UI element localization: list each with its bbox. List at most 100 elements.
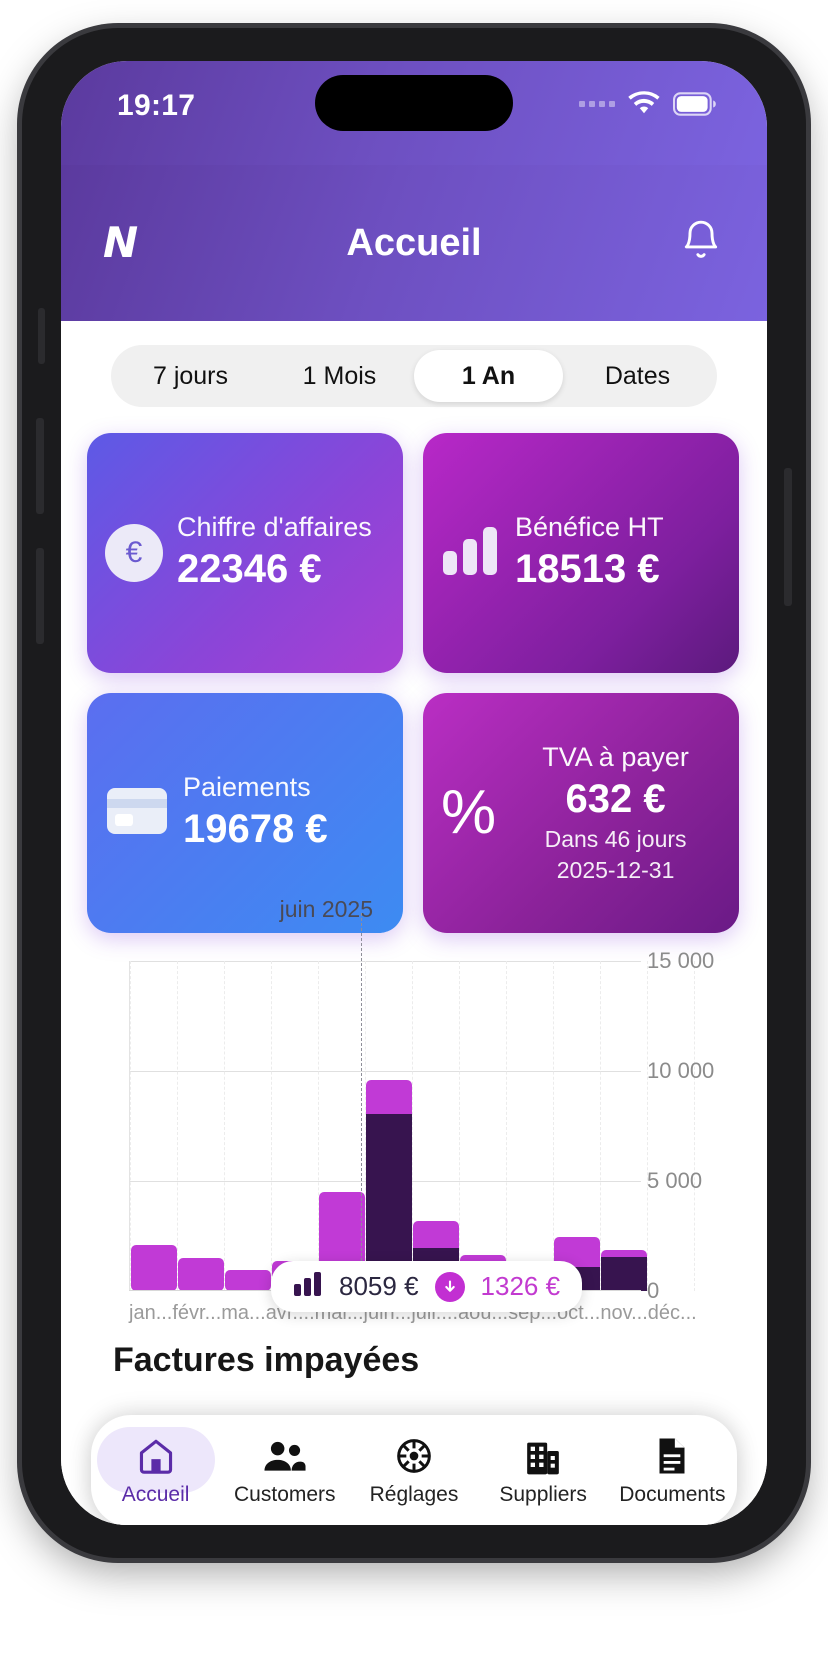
chart-x-tick: jan... xyxy=(129,1302,173,1324)
tooltip-value-secondary: 1326 € xyxy=(480,1271,561,1301)
kpi-label: Chiffre d'affaires xyxy=(177,512,372,543)
chart-bar-column[interactable] xyxy=(601,961,648,1291)
kpi-value: 22346 € xyxy=(177,547,322,592)
people-icon xyxy=(263,1435,307,1477)
chart-bar xyxy=(225,1270,271,1291)
tab-label: Suppliers xyxy=(499,1483,587,1506)
credit-card-icon xyxy=(105,786,169,841)
arrow-down-circle-icon xyxy=(434,1271,465,1302)
chart-bar-segment-revenue xyxy=(131,1244,177,1291)
chart-bar-segment-revenue xyxy=(413,1220,459,1249)
page-title: Accueil xyxy=(346,221,482,264)
chart-bar xyxy=(366,1079,412,1291)
chart-bar xyxy=(601,1250,647,1291)
kpi-label: Bénéfice HT xyxy=(515,512,664,543)
tab-suppliers[interactable]: Suppliers xyxy=(479,1435,607,1507)
wifi-icon xyxy=(627,91,661,117)
power-button[interactable] xyxy=(784,468,792,606)
chart-bar-column[interactable] xyxy=(366,961,413,1291)
kpi-value: 19678 € xyxy=(183,807,328,852)
period-segmented-control[interactable]: 7 jours 1 Mois 1 An Dates xyxy=(111,345,717,407)
kpi-card-benefice-ht[interactable]: Bénéfice HT 18513 € xyxy=(423,433,739,673)
chart-x-tick: déc... xyxy=(647,1302,697,1324)
tab-label: Accueil xyxy=(121,1483,190,1506)
chart-x-tick: févr... xyxy=(172,1302,222,1324)
tab-label: Documents xyxy=(619,1483,726,1506)
kpi-sub-date: 2025-12-31 xyxy=(556,856,675,883)
bar-chart-icon xyxy=(293,1271,323,1302)
volume-down-button[interactable] xyxy=(36,548,44,644)
percent-icon: % xyxy=(441,778,497,847)
kpi-sub-days: Dans 46 jours xyxy=(544,825,687,852)
chart-gridline xyxy=(130,961,641,962)
chart-tooltip-month: juin 2025 xyxy=(279,896,373,922)
chart-bar-column[interactable] xyxy=(413,961,460,1291)
volume-up-button[interactable] xyxy=(36,418,44,514)
chart-bar-column[interactable] xyxy=(507,961,554,1291)
kpi-label: TVA à payer xyxy=(542,741,689,772)
dynamic-island xyxy=(315,75,513,131)
silent-switch[interactable] xyxy=(38,308,45,364)
tab-label: Customers xyxy=(234,1483,336,1506)
tab-accueil[interactable]: Accueil xyxy=(92,1427,220,1507)
kpi-value: 632 € xyxy=(565,776,666,821)
status-bar: 19:17 xyxy=(61,61,767,165)
chart-x-tick: ma... xyxy=(221,1302,266,1324)
bell-icon[interactable] xyxy=(679,218,723,269)
segment-dates[interactable]: Dates xyxy=(604,362,671,390)
euro-circle-icon: € xyxy=(105,524,163,582)
chart-bar-column[interactable] xyxy=(648,961,695,1291)
segment-1-an[interactable]: 1 An xyxy=(414,350,563,402)
chart-y-tick: 15 000 xyxy=(647,948,715,973)
chart-bar-segment-revenue xyxy=(178,1258,224,1291)
tooltip-value-primary: 8059 € xyxy=(339,1271,419,1301)
chart-cursor-line xyxy=(360,913,362,1291)
status-indicators xyxy=(579,91,717,117)
chart-bar-column[interactable] xyxy=(225,961,272,1291)
home-icon xyxy=(136,1435,176,1477)
chart-bar-segment-profit xyxy=(601,1256,647,1291)
chart-y-tick: 5 000 xyxy=(647,1168,703,1193)
chart-bar-column[interactable] xyxy=(178,961,225,1291)
bottom-tab-bar: Accueil Customers Réglages xyxy=(91,1415,737,1525)
tab-reglages[interactable]: Réglages xyxy=(350,1435,478,1507)
section-title-factures: Factures impayées xyxy=(113,1341,420,1379)
kpi-card-chiffre-affaires[interactable]: € Chiffre d'affaires 22346 € xyxy=(87,433,403,673)
chart-bar-segment-revenue xyxy=(366,1079,412,1114)
main-content: 7 jours 1 Mois 1 An Dates € Chiffre d'af… xyxy=(61,345,767,1525)
chart-bar-segment-revenue xyxy=(601,1250,647,1257)
phone-frame: 19:17 N Accueil 7 jour xyxy=(22,28,806,1558)
bar-chart-icon xyxy=(441,525,501,582)
tab-label: Réglages xyxy=(369,1483,459,1506)
chart-bar xyxy=(178,1258,224,1291)
chart-plot-area xyxy=(129,913,695,1291)
chart-bar-segment-revenue xyxy=(225,1270,271,1291)
chart-x-tick: nov... xyxy=(600,1302,648,1324)
chart-y-tick: 0 xyxy=(647,1278,660,1303)
building-icon xyxy=(524,1435,562,1477)
kpi-value: 18513 € xyxy=(515,547,660,592)
chart-bars xyxy=(130,961,695,1291)
segment-1-mois[interactable]: 1 Mois xyxy=(302,362,377,390)
chart-gridline xyxy=(130,1071,641,1072)
document-icon xyxy=(655,1435,689,1477)
chart-bar-column[interactable] xyxy=(554,961,601,1291)
chart-tooltip: 8059 € 1326 € xyxy=(271,1261,583,1312)
kpi-card-grid: € Chiffre d'affaires 22346 € Bénéfice HT… xyxy=(87,433,741,933)
phone-screen: 19:17 N Accueil 7 jour xyxy=(61,61,767,1525)
signal-dots-icon xyxy=(579,101,615,107)
tab-customers[interactable]: Customers xyxy=(221,1435,349,1507)
segment-7-jours[interactable]: 7 jours xyxy=(152,362,229,390)
chart-bar-column[interactable] xyxy=(319,961,366,1291)
battery-icon xyxy=(673,92,717,116)
chart-bar-column[interactable] xyxy=(460,961,507,1291)
tab-documents[interactable]: Documents xyxy=(608,1435,736,1507)
app-header: N Accueil xyxy=(61,165,767,321)
status-time: 19:17 xyxy=(117,89,196,122)
kpi-card-tva-a-payer[interactable]: % TVA à payer 632 € Dans 46 jours 2025-1… xyxy=(423,693,739,933)
chart-bar-column[interactable] xyxy=(272,961,319,1291)
kpi-card-paiements[interactable]: Paiements 19678 € juin 2025 xyxy=(87,693,403,933)
chart-bar-column[interactable] xyxy=(130,961,178,1291)
gear-icon xyxy=(394,1435,434,1477)
brand-logo-icon[interactable]: N xyxy=(103,218,139,267)
